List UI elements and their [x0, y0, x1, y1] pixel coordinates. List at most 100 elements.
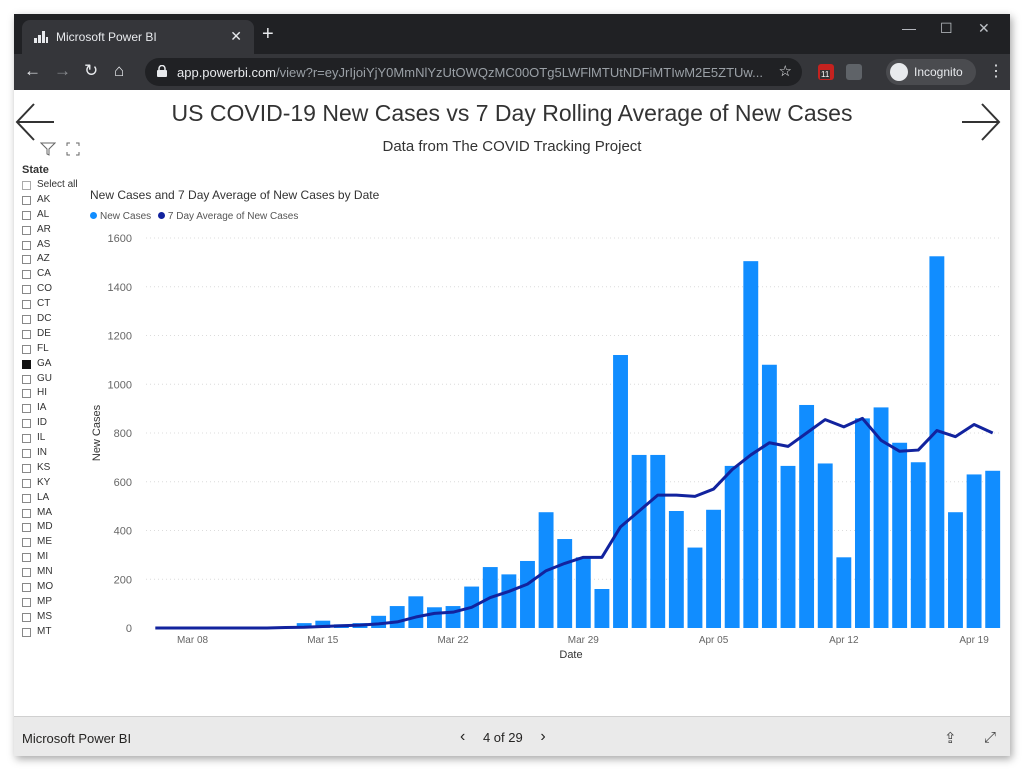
- slicer-item-co[interactable]: CO: [22, 282, 92, 297]
- slicer-item-al[interactable]: AL: [22, 208, 92, 223]
- checkbox[interactable]: [22, 419, 31, 429]
- tab-close-icon[interactable]: ✕: [230, 28, 242, 44]
- checkbox[interactable]: [22, 463, 31, 473]
- share-icon[interactable]: ⇪: [944, 730, 957, 747]
- slicer-item-az[interactable]: AZ: [22, 252, 92, 267]
- bar[interactable]: [408, 596, 424, 628]
- checkbox[interactable]: [22, 285, 31, 295]
- slicer-item-mp[interactable]: MP: [22, 595, 92, 610]
- checkbox[interactable]: [22, 374, 31, 384]
- filter-icon[interactable]: [40, 142, 56, 156]
- bar[interactable]: [426, 607, 442, 628]
- forward-icon[interactable]: →: [54, 61, 71, 80]
- slicer-item-de[interactable]: DE: [22, 327, 92, 342]
- focus-mode-icon[interactable]: [66, 142, 80, 156]
- bar[interactable]: [873, 407, 889, 628]
- extension-icon[interactable]: 11: [818, 64, 834, 80]
- legend-item-7day-average[interactable]: 7 Day Average of New Cases: [157, 211, 298, 222]
- bookmark-star-icon[interactable]: ☆: [778, 63, 792, 80]
- checkbox[interactable]: [22, 300, 31, 310]
- checkbox[interactable]: [22, 181, 31, 190]
- checkbox[interactable]: [22, 627, 31, 637]
- fullscreen-icon[interactable]: ⤢: [984, 729, 997, 746]
- slicer-item-in[interactable]: IN: [22, 446, 92, 461]
- slicer-select-all[interactable]: Select all: [22, 178, 92, 193]
- bar[interactable]: [687, 547, 703, 628]
- bar[interactable]: [780, 465, 796, 628]
- new-tab-icon[interactable]: +: [262, 23, 274, 45]
- incognito-indicator[interactable]: Incognito: [886, 59, 976, 85]
- slicer-item-ky[interactable]: KY: [22, 476, 92, 491]
- slicer-item-ga[interactable]: GA: [22, 357, 92, 372]
- bar[interactable]: [985, 470, 1001, 628]
- checkbox[interactable]: [22, 270, 31, 280]
- checkbox[interactable]: [22, 538, 31, 548]
- slicer-item-fl[interactable]: FL: [22, 342, 92, 357]
- slicer-item-la[interactable]: LA: [22, 491, 92, 506]
- checkbox[interactable]: [22, 449, 31, 459]
- bar[interactable]: [557, 539, 573, 628]
- bar[interactable]: [575, 557, 591, 628]
- home-icon[interactable]: ⌂: [114, 61, 125, 80]
- bar[interactable]: [668, 511, 684, 628]
- bar[interactable]: [761, 364, 777, 628]
- slicer-item-me[interactable]: ME: [22, 535, 92, 550]
- bar[interactable]: [594, 589, 610, 628]
- slicer-item-mo[interactable]: MO: [22, 580, 92, 595]
- bar[interactable]: [706, 509, 722, 628]
- checkbox[interactable]: [22, 434, 31, 444]
- slicer-item-md[interactable]: MD: [22, 520, 92, 535]
- maximize-icon[interactable]: ☐: [940, 20, 953, 36]
- slicer-item-as[interactable]: AS: [22, 238, 92, 253]
- slicer-item-mn[interactable]: MN: [22, 565, 92, 580]
- bar[interactable]: [836, 557, 852, 628]
- slicer-item-il[interactable]: IL: [22, 431, 92, 446]
- checkbox[interactable]: [22, 389, 31, 399]
- checkbox[interactable]: [22, 359, 31, 369]
- back-icon[interactable]: ←: [24, 61, 41, 80]
- checkbox[interactable]: [22, 225, 31, 235]
- minimize-icon[interactable]: —: [902, 20, 916, 36]
- pager-prev-icon[interactable]: ‹: [460, 728, 466, 745]
- reload-icon[interactable]: ↻: [84, 61, 99, 80]
- bar[interactable]: [315, 620, 331, 628]
- bar[interactable]: [910, 462, 926, 628]
- slicer-item-ar[interactable]: AR: [22, 223, 92, 238]
- bar[interactable]: [948, 512, 963, 628]
- close-window-icon[interactable]: ✕: [978, 20, 990, 36]
- pager-next-icon[interactable]: ›: [540, 728, 546, 745]
- slicer-item-ak[interactable]: AK: [22, 193, 92, 208]
- slicer-item-ia[interactable]: IA: [22, 401, 92, 416]
- checkbox[interactable]: [22, 553, 31, 563]
- bar[interactable]: [799, 404, 815, 628]
- checkbox[interactable]: [22, 523, 31, 533]
- slicer-item-ks[interactable]: KS: [22, 461, 92, 476]
- legend-item-new-cases[interactable]: New Cases: [90, 211, 151, 222]
- bar[interactable]: [724, 465, 740, 628]
- checkbox[interactable]: [22, 478, 31, 488]
- bar[interactable]: [966, 474, 982, 628]
- next-page-arrow-icon[interactable]: [960, 100, 1002, 144]
- bar[interactable]: [389, 606, 405, 628]
- bar[interactable]: [854, 418, 870, 628]
- slicer-item-gu[interactable]: GU: [22, 372, 92, 387]
- checkbox[interactable]: [22, 255, 31, 265]
- bar[interactable]: [613, 355, 628, 628]
- bar[interactable]: [892, 442, 908, 628]
- checkbox[interactable]: [22, 612, 31, 622]
- checkbox[interactable]: [22, 568, 31, 578]
- bar[interactable]: [631, 454, 647, 628]
- browser-tab[interactable]: Microsoft Power BI ✕: [22, 20, 254, 54]
- extension-menu-icon[interactable]: [846, 64, 862, 80]
- previous-page-arrow-icon[interactable]: [14, 100, 56, 144]
- slicer-item-hi[interactable]: HI: [22, 386, 92, 401]
- slicer-item-ms[interactable]: MS: [22, 610, 92, 625]
- slicer-item-ma[interactable]: MA: [22, 506, 92, 521]
- checkbox[interactable]: [22, 583, 31, 593]
- checkbox[interactable]: [22, 493, 31, 503]
- address-bar[interactable]: app.powerbi.com/view?r=eyJrIjoiYjY0MmNlY…: [145, 58, 802, 86]
- bar[interactable]: [501, 574, 517, 628]
- slicer-item-ct[interactable]: CT: [22, 297, 92, 312]
- checkbox[interactable]: [22, 315, 31, 325]
- bar[interactable]: [650, 454, 666, 628]
